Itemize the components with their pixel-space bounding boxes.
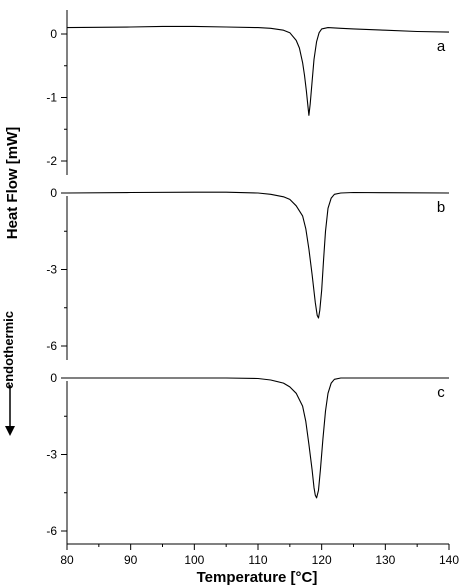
panel-label-c: c — [437, 384, 445, 401]
panel-a: 0 -1 -2 a — [46, 10, 450, 175]
panel-label-b: b — [437, 199, 445, 216]
panels-group: 0 -1 -2 a 0 -3 -6 b 0 -3 -6 c — [46, 10, 450, 544]
panel-b: 0 -3 -6 b — [46, 186, 450, 360]
endothermic-arrow-icon — [5, 385, 15, 436]
series-line-a — [66, 25, 450, 116]
y-tick-label: 0 — [50, 27, 57, 41]
y-tick-label: -6 — [46, 524, 57, 538]
x-tick-label: 90 — [124, 553, 138, 567]
series-line-c — [67, 377, 449, 499]
y-tick-label: 0 — [50, 186, 57, 200]
x-tick-label: 120 — [312, 553, 332, 567]
x-axis-title: Temperature [°C] — [197, 569, 318, 586]
series-line-b — [66, 191, 450, 319]
x-tick-label: 110 — [248, 553, 267, 567]
y-tick-label: 0 — [50, 371, 57, 385]
y-axis-title: Heat Flow [mW] — [4, 127, 21, 240]
y-tick-label: -6 — [46, 339, 57, 353]
x-tick-label: 140 — [439, 553, 459, 567]
panel-c: 0 -3 -6 c — [46, 371, 449, 544]
x-axis: 80 90 100 110 120 130 140 — [60, 543, 459, 567]
x-tick-label: 100 — [184, 553, 204, 567]
y-tick-label: -3 — [46, 448, 57, 462]
y-tick-label: -1 — [46, 91, 57, 105]
x-tick-label: 80 — [60, 553, 74, 567]
y-tick-label: -3 — [46, 263, 57, 277]
endothermic-label: endothermic — [1, 311, 16, 389]
panel-label-a: a — [437, 38, 446, 55]
y-tick-label: -2 — [46, 154, 57, 168]
x-tick-label: 130 — [375, 553, 395, 567]
